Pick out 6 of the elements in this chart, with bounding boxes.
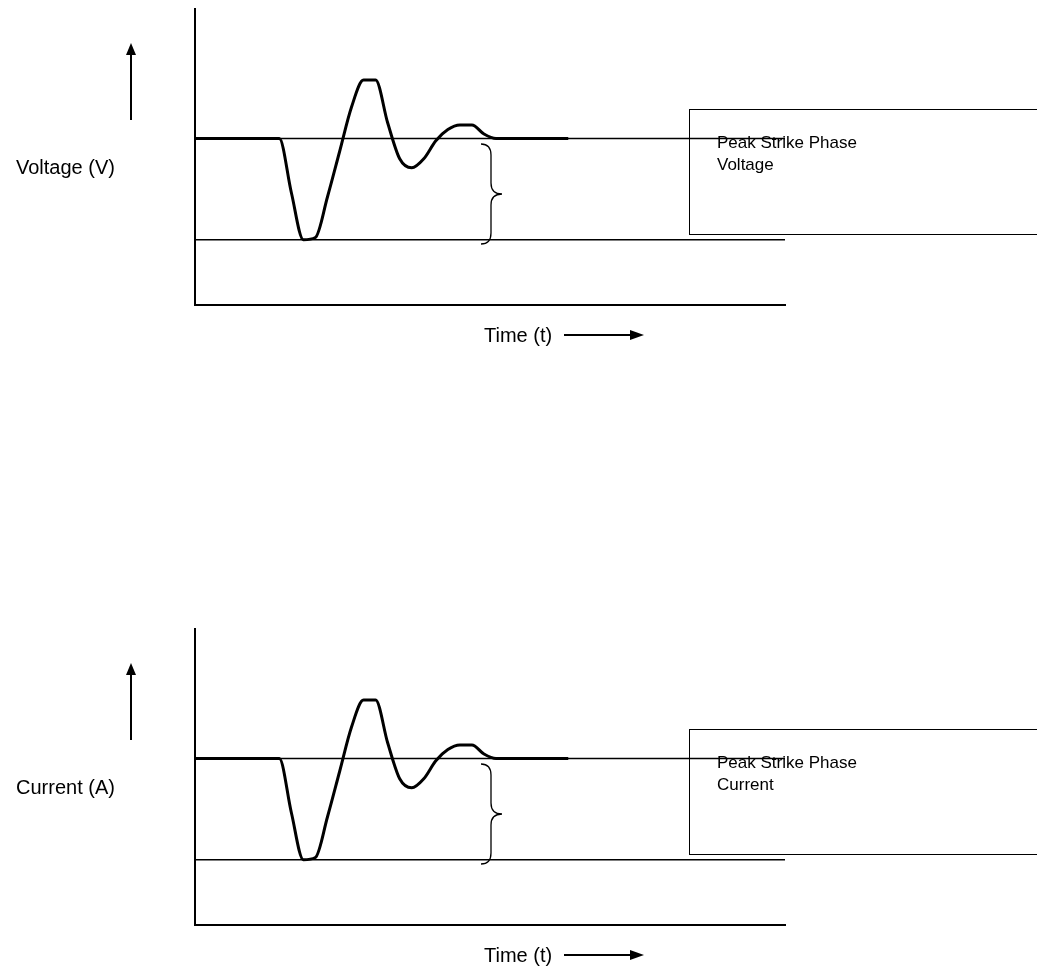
annotation: Peak Strike Phase Voltage: [689, 109, 1037, 235]
x-axis-title: Time (t): [484, 944, 553, 967]
y-axis-title: Voltage (V): [16, 156, 115, 179]
x-axis-title: Time (t): [484, 324, 553, 347]
annotation: Peak Strike Phase Current: [689, 729, 1037, 855]
y-axis-title: Current (A): [16, 776, 115, 799]
